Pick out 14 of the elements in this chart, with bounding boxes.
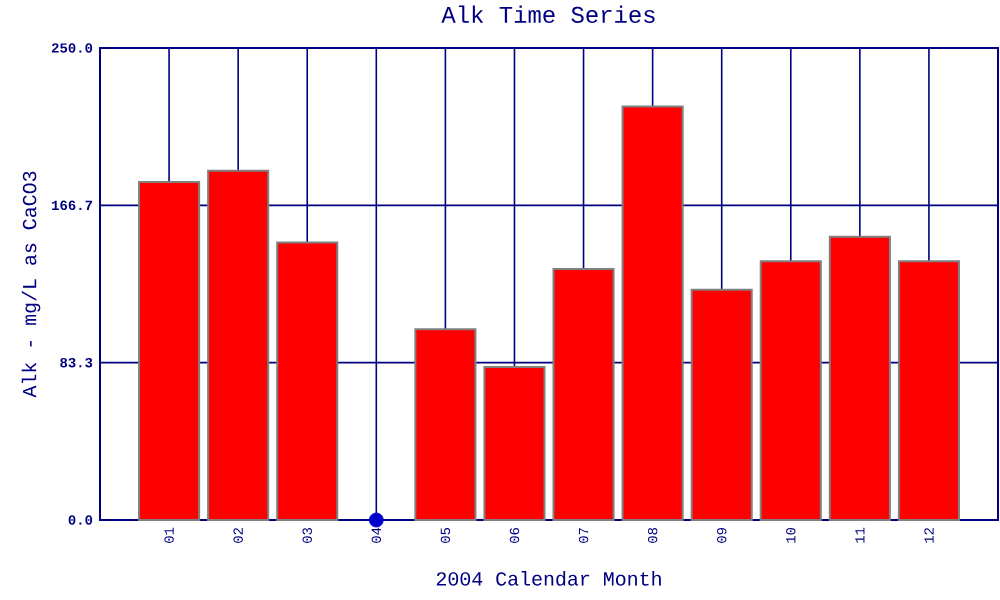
bar <box>207 169 270 521</box>
chart-title: Alk Time Series <box>441 5 655 23</box>
y-axis-title: Alk - mg/L as CaCO3 <box>21 171 41 398</box>
bar <box>759 260 822 521</box>
x-axis-title: 2004 Calendar Month <box>436 571 661 586</box>
bar <box>483 366 546 521</box>
bar <box>552 267 615 521</box>
bar <box>690 288 753 521</box>
bar <box>897 260 960 521</box>
bar <box>276 241 339 521</box>
bar <box>414 328 477 521</box>
bar <box>828 235 891 521</box>
bar <box>138 181 201 521</box>
bar <box>621 105 684 521</box>
